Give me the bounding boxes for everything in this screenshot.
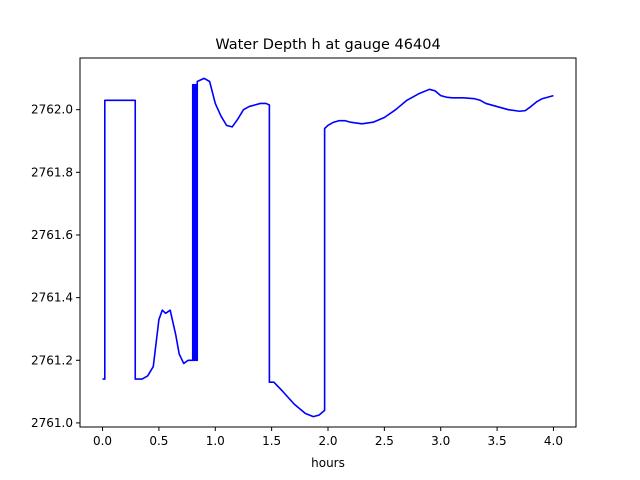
x-tick-label: 2.5 (375, 434, 394, 448)
y-tick-label: 2761.0 (31, 416, 73, 430)
x-axis-label: hours (311, 456, 345, 470)
x-tick-label: 2.0 (318, 434, 337, 448)
x-tick-label: 3.5 (488, 434, 507, 448)
x-tick-label: 1.5 (262, 434, 281, 448)
x-axis: 0.0 0.5 1.0 1.5 2.0 2.5 3.0 3.5 4.0 (93, 427, 563, 448)
series-line-0 (102, 77, 554, 418)
chart-title: Water Depth h at gauge 46404 (215, 37, 440, 53)
x-tick-label: 0.5 (149, 434, 168, 448)
y-tick-label: 2761.6 (31, 228, 73, 242)
y-tick-label: 2762.0 (31, 103, 73, 117)
x-tick-label: 4.0 (544, 434, 563, 448)
y-tick-label: 2761.4 (31, 291, 73, 305)
x-tick-label: 3.0 (431, 434, 450, 448)
y-tick-label: 2761.2 (31, 353, 73, 367)
plot-area (102, 77, 554, 418)
x-tick-label: 1.0 (206, 434, 225, 448)
y-tick-label: 2761.8 (31, 165, 73, 179)
y-axis: 2761.0 2761.2 2761.4 2761.6 2761.8 2762.0 (31, 103, 80, 430)
x-tick-label: 0.0 (93, 434, 112, 448)
